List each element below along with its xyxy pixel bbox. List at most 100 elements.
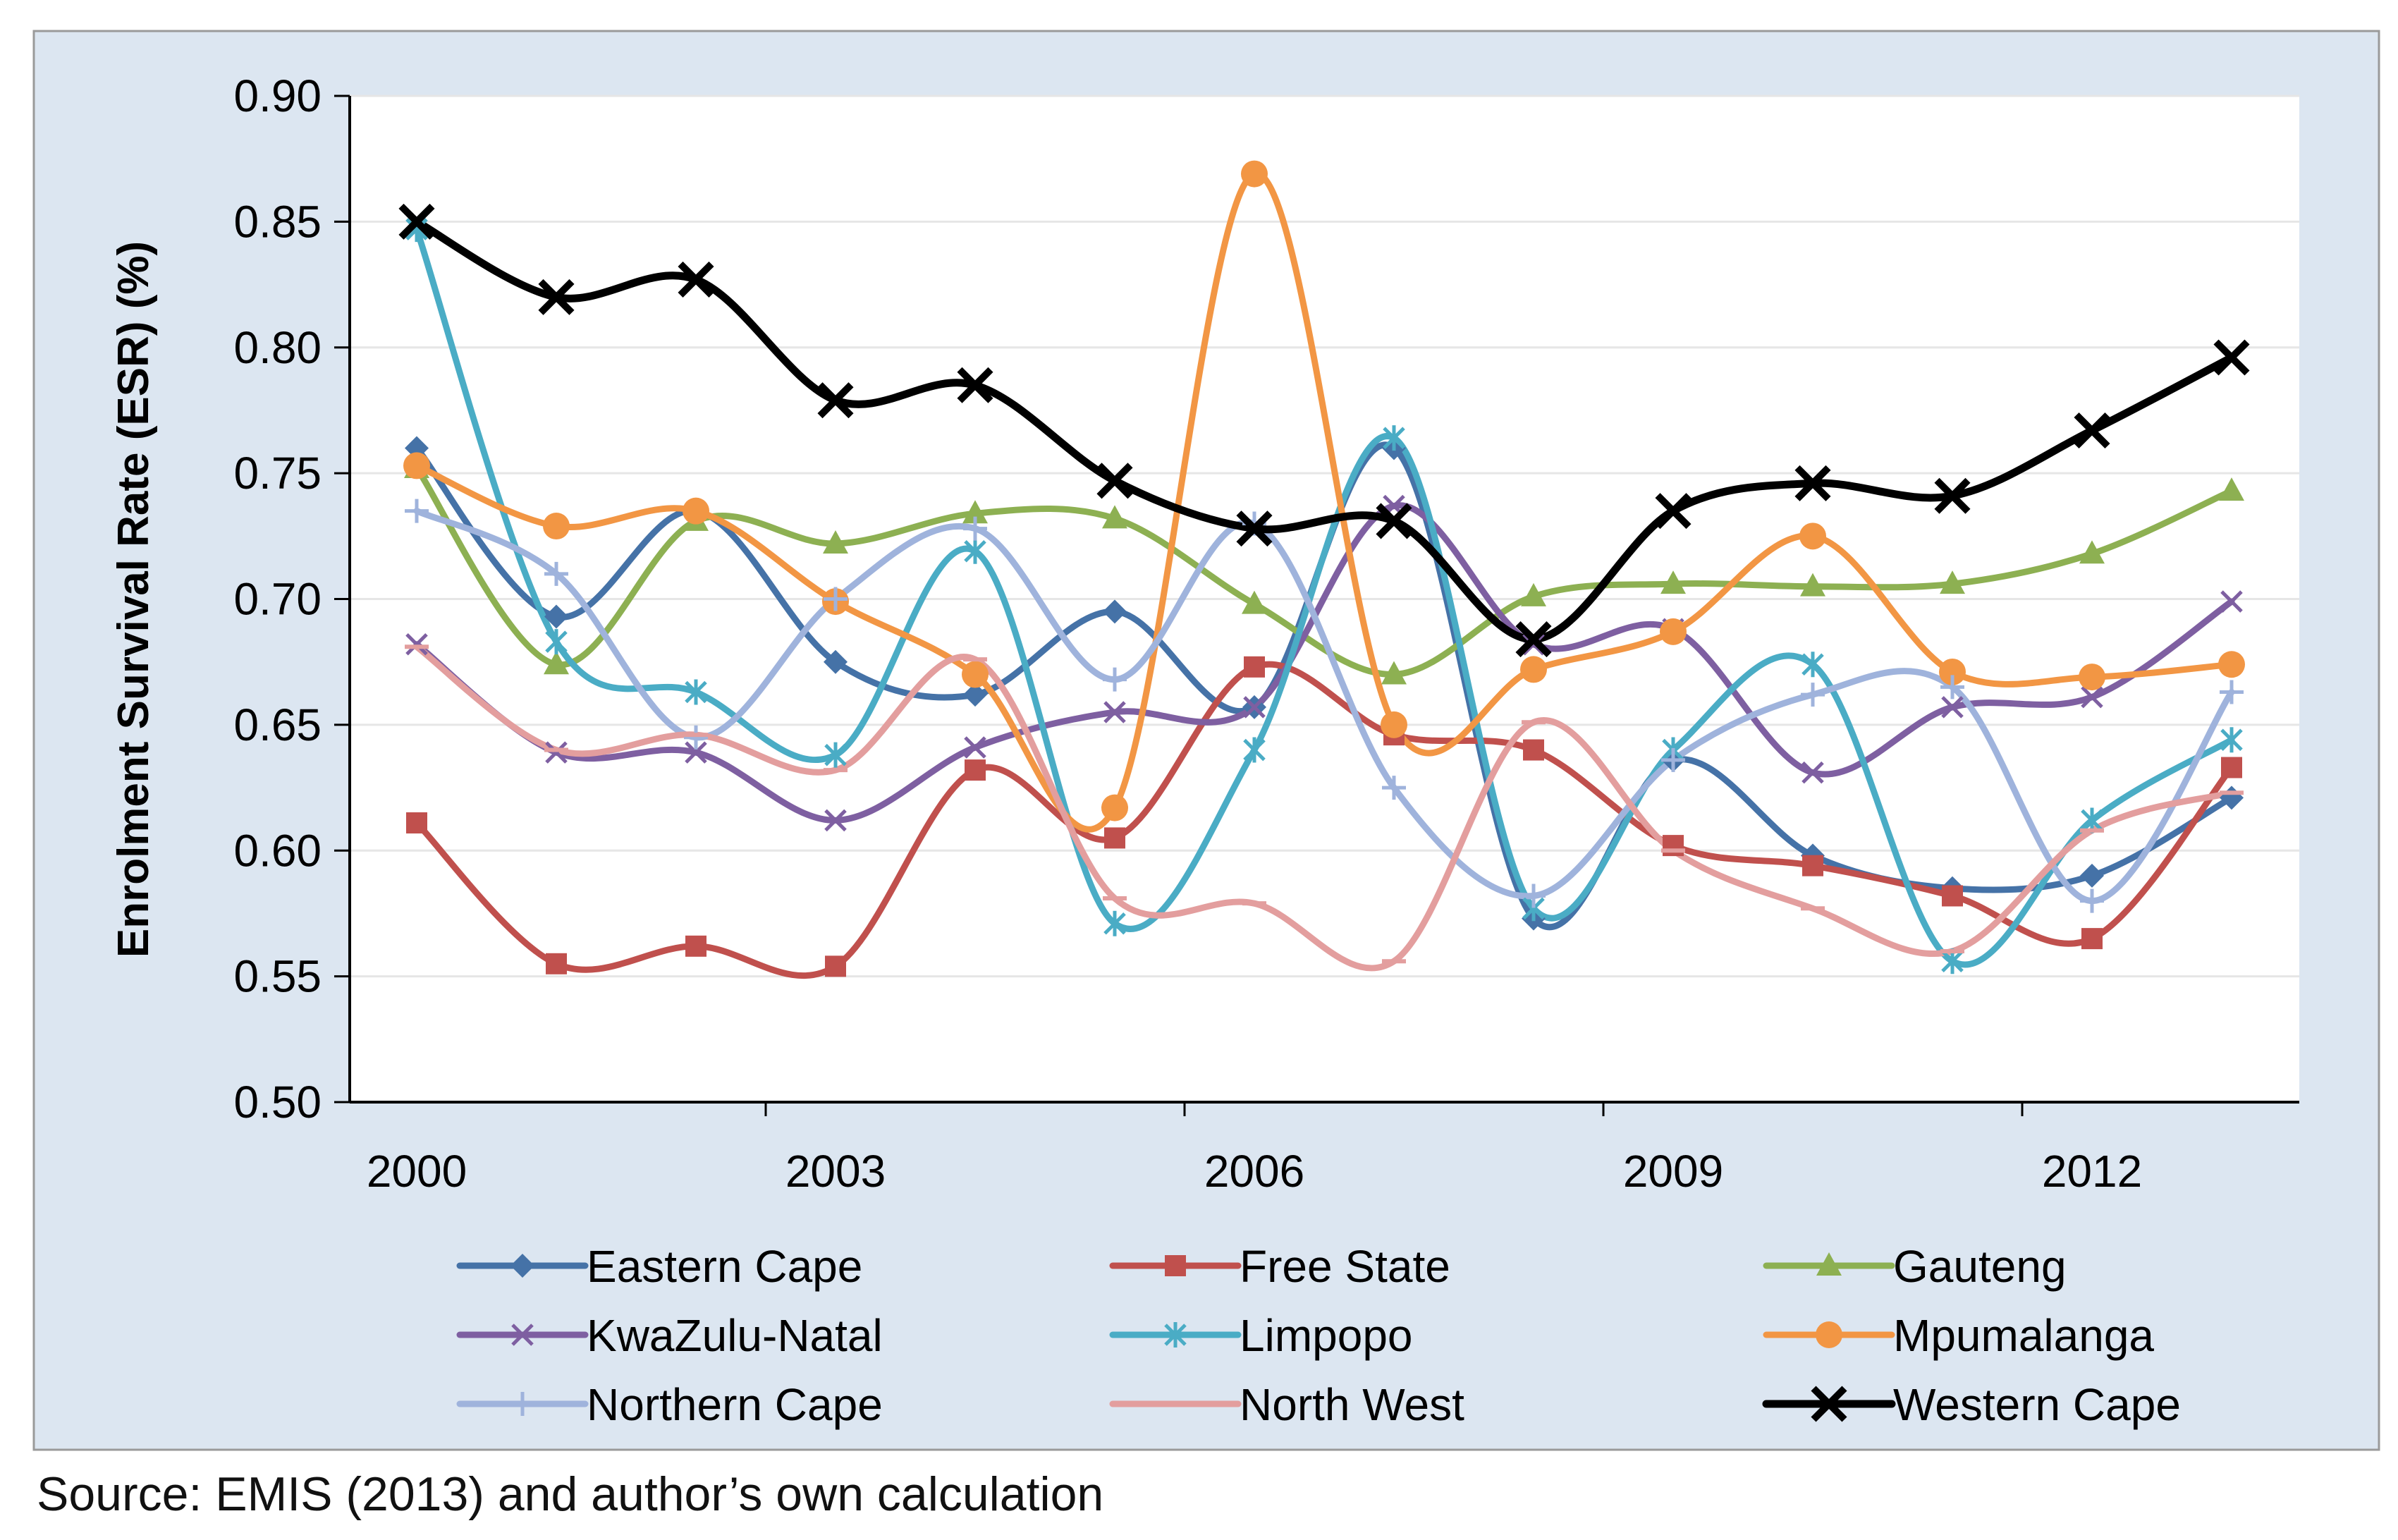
data-point-western-cape bbox=[1794, 465, 1831, 501]
series-line-north-west bbox=[413, 643, 2235, 972]
axes: 0.50 0.55 0.60 0.65 0.70 0.75 0.80 0.85 0.90 2000… bbox=[233, 71, 2299, 1197]
data-point-gauteng bbox=[1800, 573, 1825, 597]
data-point-northern-cape bbox=[405, 499, 429, 523]
data-point-gauteng bbox=[1381, 661, 1407, 685]
legend-label-free-state: Free State bbox=[1240, 1241, 1450, 1292]
data-point-limpopo bbox=[1243, 737, 1266, 763]
y-tick-label: 0.55 bbox=[233, 951, 322, 1002]
data-point-gauteng bbox=[2219, 477, 2244, 501]
data-point-northern-cape bbox=[1382, 776, 1406, 800]
data-point-northern-cape bbox=[1661, 747, 1685, 772]
legend-label-northern-cape: Northern Cape bbox=[587, 1379, 883, 1430]
data-point-free-state bbox=[1104, 827, 1125, 849]
legend-marker-gauteng bbox=[1816, 1252, 1842, 1276]
legend-marker-free-state bbox=[1165, 1255, 1186, 1276]
data-point-gauteng bbox=[1940, 570, 1965, 594]
data-point-northern-cape bbox=[824, 587, 848, 611]
data-point-western-cape bbox=[678, 261, 714, 298]
data-point-mpumalanga bbox=[403, 452, 430, 479]
legend-label-limpopo: Limpopo bbox=[1240, 1310, 1413, 1361]
legend-label-western-cape: Western Cape bbox=[1893, 1379, 2181, 1430]
data-point-limpopo bbox=[545, 629, 568, 655]
y-tick-label: 0.60 bbox=[233, 825, 322, 876]
data-point-western-cape bbox=[1376, 503, 1412, 539]
legend-label-north-west: North West bbox=[1240, 1379, 1464, 1430]
data-point-northern-cape bbox=[1522, 884, 1546, 908]
data-point-kwazulu-natal bbox=[405, 632, 428, 656]
data-point-northern-cape bbox=[1801, 683, 1825, 707]
data-point-free-state bbox=[685, 935, 706, 957]
data-point-mpumalanga bbox=[1101, 794, 1128, 821]
y-tick-label: 0.75 bbox=[233, 448, 322, 499]
data-point-kwazulu-natal bbox=[2081, 685, 2103, 709]
data-point-limpopo bbox=[824, 742, 847, 768]
series-line-mpumalanga bbox=[413, 171, 2235, 833]
data-point-mpumalanga bbox=[1520, 656, 1547, 683]
data-point-western-cape bbox=[538, 279, 575, 315]
data-point-kwazulu-natal bbox=[1801, 761, 1824, 784]
data-point-free-state bbox=[406, 812, 427, 834]
y-tick-label: 0.65 bbox=[233, 699, 322, 750]
legend-marker-northern-cape bbox=[510, 1392, 534, 1416]
data-point-limpopo bbox=[964, 538, 986, 564]
legend-marker-western-cape bbox=[1811, 1386, 1847, 1422]
data-point-free-state bbox=[825, 955, 846, 977]
data-point-gauteng bbox=[1521, 582, 1546, 606]
data-point-northern-cape bbox=[1940, 675, 1964, 699]
data-point-western-cape bbox=[1515, 621, 1552, 658]
data-point-northern-cape bbox=[2080, 888, 2104, 913]
x-tick-label: 2000 bbox=[367, 1146, 467, 1197]
data-point-northern-cape bbox=[544, 561, 568, 586]
legend-marker-eastern-cape bbox=[510, 1254, 534, 1278]
data-point-free-state bbox=[1942, 885, 1963, 907]
data-point-mpumalanga bbox=[2079, 664, 2105, 691]
data-point-western-cape bbox=[1655, 493, 1692, 530]
data-point-free-state bbox=[965, 759, 986, 781]
data-point-mpumalanga bbox=[1241, 160, 1268, 188]
series-lines bbox=[412, 171, 2236, 979]
legend-label-gauteng: Gauteng bbox=[1893, 1241, 2067, 1292]
data-point-western-cape bbox=[1934, 477, 1971, 514]
data-point-western-cape bbox=[2213, 339, 2250, 376]
data-point-mpumalanga bbox=[1381, 711, 1407, 738]
data-point-free-state bbox=[1244, 656, 1265, 678]
data-point-mpumalanga bbox=[962, 661, 989, 688]
data-point-gauteng bbox=[962, 500, 988, 524]
legend: Eastern Cape Free State Gauteng KwaZulu-Nat… bbox=[456, 1241, 2181, 1430]
data-point-eastern-cape bbox=[2080, 863, 2104, 888]
y-tick-label: 0.85 bbox=[233, 196, 322, 247]
series-line-gauteng bbox=[413, 465, 2235, 678]
data-point-kwazulu-natal bbox=[1522, 632, 1545, 656]
legend-marker-limpopo bbox=[1164, 1322, 1187, 1348]
data-point-free-state bbox=[2221, 757, 2242, 778]
data-point-kwazulu-natal bbox=[545, 741, 568, 764]
legend-label-mpumalanga: Mpumalanga bbox=[1893, 1310, 2154, 1361]
data-point-western-cape bbox=[2074, 412, 2110, 449]
data-point-eastern-cape bbox=[963, 683, 987, 707]
data-point-free-state bbox=[1523, 739, 1544, 761]
data-point-limpopo bbox=[1383, 425, 1405, 451]
y-tick-label: 0.80 bbox=[233, 322, 322, 373]
data-point-northern-cape bbox=[684, 725, 708, 750]
data-point-mpumalanga bbox=[543, 513, 570, 540]
data-point-western-cape bbox=[1236, 511, 1273, 547]
data-point-free-state bbox=[2081, 928, 2103, 950]
data-point-kwazulu-natal bbox=[685, 741, 707, 764]
gridlines bbox=[350, 94, 2299, 978]
legend-marker-kwazulu-natal bbox=[511, 1324, 534, 1346]
data-point-limpopo bbox=[2220, 727, 2243, 753]
data-point-kwazulu-natal bbox=[1103, 701, 1126, 723]
data-point-eastern-cape bbox=[824, 649, 848, 674]
data-point-western-cape bbox=[1096, 463, 1133, 499]
data-point-western-cape bbox=[398, 203, 435, 240]
series-line-free-state bbox=[413, 661, 2235, 979]
data-point-northern-cape bbox=[1103, 667, 1127, 692]
data-point-kwazulu-natal bbox=[1243, 696, 1266, 719]
series-line-kwazulu-natal bbox=[413, 502, 2235, 824]
data-point-gauteng bbox=[823, 530, 848, 554]
data-point-gauteng bbox=[1660, 570, 1686, 594]
series-markers bbox=[398, 160, 2250, 977]
legend-label-kwazulu-natal: KwaZulu-Natal bbox=[587, 1310, 883, 1361]
data-point-mpumalanga bbox=[683, 497, 709, 525]
